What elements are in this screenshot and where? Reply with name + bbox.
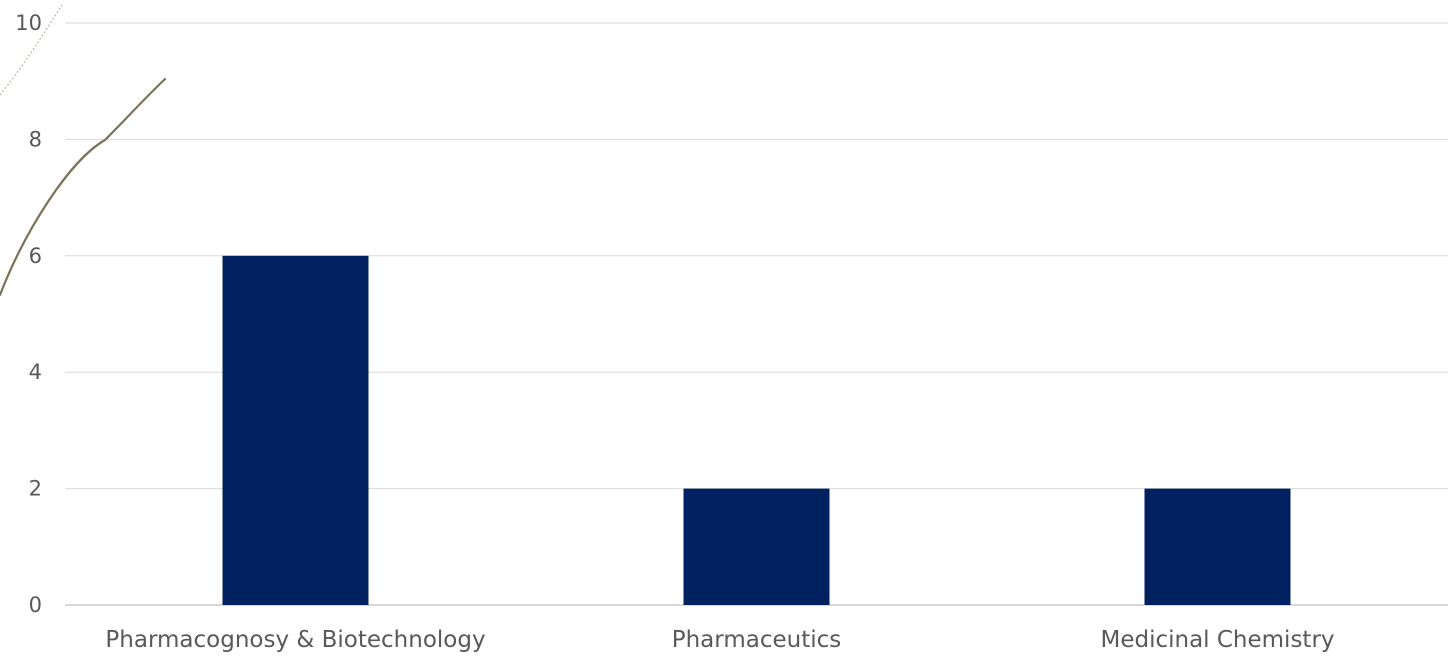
- y-tick-label: 8: [29, 127, 42, 151]
- bar: [1144, 488, 1291, 605]
- y-tick-label: 10: [15, 11, 42, 35]
- x-category-label: Pharmaceutics: [672, 627, 842, 653]
- y-tick-label: 6: [29, 244, 42, 268]
- bars: [222, 255, 1291, 606]
- y-tick-label: 0: [29, 593, 42, 617]
- decorative-curve-faint: [0, 4, 63, 96]
- y-axis-ticks: 0 2 4 6 8 10: [15, 11, 42, 617]
- bar: [222, 255, 369, 606]
- decorative-curve: [0, 77, 167, 297]
- x-category-label: Pharmacognosy & Biotechnology: [105, 627, 485, 653]
- x-axis-categories: Pharmacognosy & Biotechnology Pharmaceuti…: [105, 627, 1334, 653]
- bar: [683, 488, 830, 605]
- decorative-swoosh: [0, 4, 167, 297]
- x-category-label: Medicinal Chemistry: [1100, 627, 1334, 653]
- y-tick-label: 2: [29, 477, 42, 501]
- y-tick-label: 4: [29, 360, 42, 384]
